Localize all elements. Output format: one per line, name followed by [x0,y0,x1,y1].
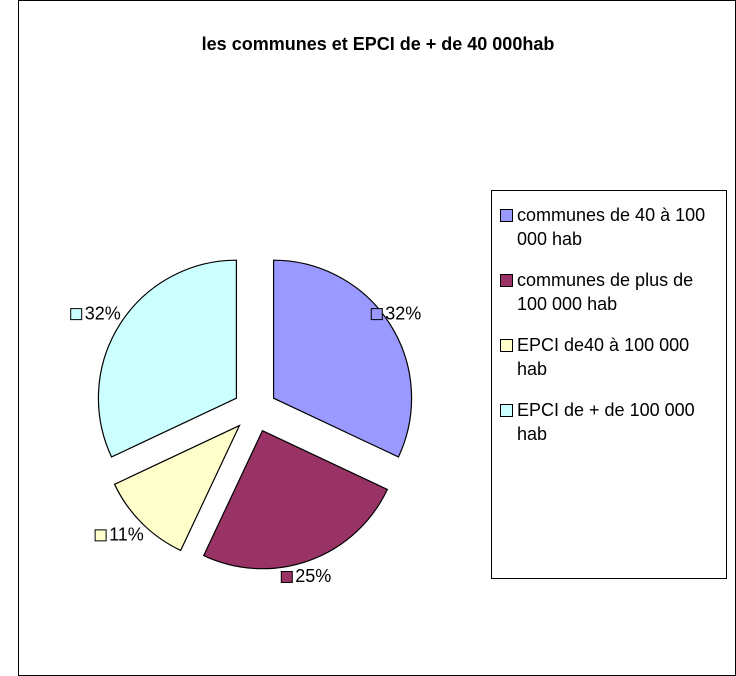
legend-label: communes de 40 à 100 000 hab [517,205,706,249]
legend-item: EPCI de + de 100 000 hab [500,398,720,446]
data-label: 32% [385,303,421,323]
legend: communes de 40 à 100 000 hab communes de … [491,190,727,579]
legend-swatch [500,274,513,287]
pie-slice [113,424,241,552]
label-swatch [70,308,83,321]
chart-title: les communes et EPCI de + de 40 000hab [202,34,555,54]
pie-slice [97,259,238,458]
pie-slice [202,429,389,570]
data-label: 25% [295,566,331,586]
data-label: 32% [85,303,121,323]
legend-item: communes de plus de 100 000 hab [500,268,720,316]
legend-item: communes de 40 à 100 000 hab [500,203,720,251]
legend-swatch [500,209,513,222]
label-swatch [370,308,383,321]
legend-item: EPCI de40 à 100 000 hab [500,333,720,381]
label-swatch [94,529,107,542]
legend-label: communes de plus de 100 000 hab [517,270,694,314]
legend-swatch [500,339,513,352]
data-label: 11% [109,525,144,545]
legend-label: EPCI de + de 100 000 hab [517,400,695,444]
legend-label: EPCI de40 à 100 000 hab [517,335,690,379]
label-swatch [280,570,293,583]
legend-swatch [500,404,513,417]
